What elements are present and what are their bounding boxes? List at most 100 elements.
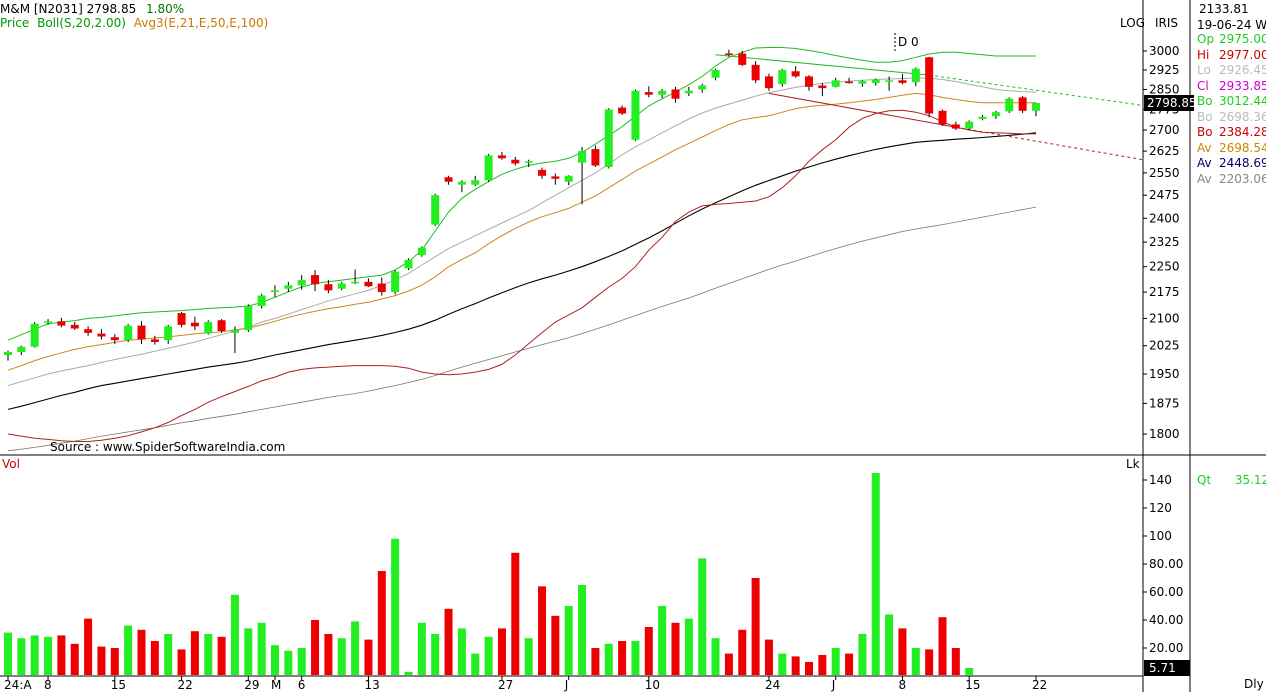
price-tick-label: 2850 [1149, 82, 1180, 96]
price-tick-label: 2625 [1149, 144, 1180, 158]
volume-bar [938, 617, 947, 675]
boll-upper-line [7, 47, 1036, 341]
info-row-bo-5: Bo 2698.36 [1197, 110, 1266, 124]
candles [4, 49, 1040, 361]
info-row-av-7: Av 2698.54 [1197, 141, 1266, 155]
info-row-value: 2698.54 [1219, 140, 1266, 155]
candle [778, 68, 787, 87]
volume-bar [404, 671, 413, 675]
volume-bar [858, 634, 867, 675]
info-row-value: 2203.06 [1219, 171, 1266, 186]
price-tick-label: 2550 [1149, 166, 1180, 180]
info-row-av-9: Av 2203.06 [1197, 172, 1266, 186]
vol-label: Vol [2, 457, 20, 471]
candle [991, 110, 1000, 119]
info-row-key: Hi [1197, 47, 1210, 62]
candle [471, 175, 480, 187]
d-marker-label: D 0 [898, 35, 919, 49]
candle [137, 321, 146, 344]
volume-bar [578, 585, 587, 675]
info-row-value: 2933.85 [1219, 78, 1266, 93]
volume-bar [538, 586, 546, 675]
volume-tick-label: 40.00 [1149, 613, 1183, 627]
volume-tick-label: 140 [1149, 473, 1172, 487]
volume-bar [631, 641, 640, 675]
volume-bar [284, 650, 293, 675]
current-volume-text: 5.71 [1149, 661, 1176, 675]
date-tick-label: 24:A [4, 678, 32, 692]
candle [230, 326, 239, 354]
iris-label[interactable]: IRIS [1155, 16, 1179, 30]
candle [417, 246, 426, 257]
candle [17, 345, 26, 356]
candle [524, 159, 533, 167]
volume-bar [778, 653, 787, 675]
chart-header-line1: M&M [N2031] 2798.85 1.80% [0, 2, 184, 16]
change-percent: 1.80% [146, 2, 185, 16]
volume-bar [604, 643, 613, 675]
date-tick-label: 29 [244, 678, 259, 692]
qt-row: Qt 35.12 [1197, 473, 1266, 487]
log-scale-toggle[interactable]: LOG [1120, 16, 1146, 30]
price-tick-label: 2700 [1149, 123, 1180, 137]
price-tick-label: 2925 [1149, 63, 1180, 77]
candle [1018, 96, 1027, 113]
volume-tick-label: 80.00 [1149, 557, 1183, 571]
candle [497, 151, 506, 160]
ema21-line [7, 92, 1036, 371]
volume-bar [671, 622, 680, 675]
info-row-cl-3: Cl 2933.85 [1197, 79, 1266, 93]
volume-axis: 140 120 100 80.00 60.00 40.00 20.00 [1143, 473, 1183, 655]
interval-label[interactable]: Dly [1244, 677, 1264, 691]
volume-tick-label: 100 [1149, 529, 1172, 543]
candle [591, 145, 600, 167]
lower-trendline-projection [955, 126, 1144, 161]
candle [324, 280, 333, 294]
volume-bar [431, 634, 440, 675]
candle [698, 83, 707, 93]
volume-bar [137, 629, 146, 675]
candle [965, 120, 974, 130]
volume-bar [911, 648, 920, 675]
volume-bar [751, 578, 760, 675]
volume-tick-label: 120 [1149, 501, 1172, 515]
volume-bar [618, 641, 627, 675]
price-tick-label: 1950 [1149, 367, 1180, 381]
candle [751, 61, 760, 83]
volume-bar [44, 636, 53, 675]
candle [391, 270, 400, 295]
volume-bar [484, 636, 493, 675]
candle [684, 86, 693, 97]
current-price-text: 2798.85 [1147, 96, 1197, 110]
info-row-key: Av [1197, 156, 1212, 170]
candle [978, 114, 987, 121]
info-row-key: Bo [1197, 125, 1213, 139]
candle [791, 66, 800, 78]
candle [885, 76, 894, 91]
volume-bar [17, 638, 26, 675]
candle [190, 316, 199, 330]
price-tick-label: 1800 [1149, 427, 1180, 441]
candle [858, 80, 867, 87]
date-tick-label: 22 [178, 678, 193, 692]
price-tick-label: 2475 [1149, 188, 1180, 202]
price-tick-label: 2175 [1149, 285, 1180, 299]
candle [44, 319, 53, 325]
volume-bar [377, 571, 386, 675]
candle [618, 105, 627, 115]
candle [364, 278, 373, 287]
volume-bar [684, 618, 693, 675]
ema50-line [7, 132, 1037, 410]
source-label: Source : www.SpiderSoftwareIndia.com [50, 440, 285, 454]
date-tick-label: 8 [898, 678, 906, 692]
info-row-av-8: Av 2448.69 [1197, 156, 1266, 170]
candle [337, 281, 346, 291]
candle [351, 269, 360, 285]
price-tick-label: 2025 [1149, 339, 1180, 353]
info-row-value: 3012.44 [1219, 94, 1266, 108]
price-label: Price [0, 16, 30, 30]
candle [538, 167, 546, 179]
volume-bar [204, 634, 213, 675]
